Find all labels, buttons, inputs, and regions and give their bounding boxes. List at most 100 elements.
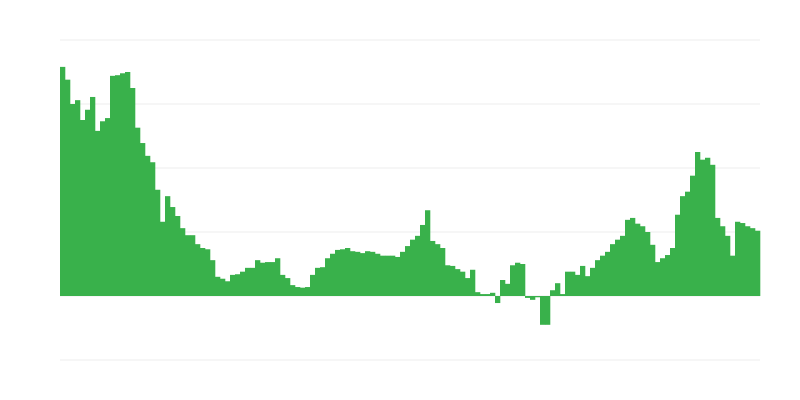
bar: [290, 285, 296, 296]
bar: [405, 246, 411, 296]
bar: [185, 235, 191, 296]
bar: [490, 292, 496, 296]
bar: [215, 276, 221, 296]
bar: [575, 274, 581, 296]
bar: [205, 249, 211, 296]
bar: [735, 221, 741, 296]
bar: [325, 258, 331, 296]
bar: [550, 290, 556, 296]
bar: [610, 244, 616, 296]
bar: [670, 248, 676, 296]
bar: [360, 253, 366, 296]
bar: [295, 287, 301, 296]
bar: [450, 265, 456, 296]
bar: [90, 96, 96, 297]
bar: [580, 265, 586, 296]
bar: [635, 223, 641, 296]
bar: [260, 262, 266, 296]
bar: [330, 253, 336, 296]
bar: [605, 251, 611, 296]
bar: [310, 274, 316, 296]
bar: [300, 287, 306, 296]
bar: [655, 262, 661, 296]
bar: [320, 267, 326, 296]
bar: [230, 274, 236, 296]
bar: [500, 280, 506, 296]
bar: [650, 244, 656, 296]
bar: [570, 271, 576, 296]
bar: [145, 155, 151, 296]
bar: [430, 240, 436, 296]
bar: [515, 262, 521, 296]
bar: [630, 217, 636, 296]
bar: [190, 235, 196, 296]
bar: [480, 294, 486, 296]
bar: [240, 271, 246, 296]
bar: [705, 157, 711, 296]
bar: [270, 262, 276, 296]
bar: [225, 281, 231, 296]
bar: [170, 207, 176, 296]
bar: [600, 255, 606, 296]
bar: [640, 226, 646, 296]
bars: [60, 66, 761, 325]
bar: [365, 251, 371, 296]
bar: [265, 262, 271, 296]
bar: [200, 248, 206, 296]
bar: [175, 216, 181, 296]
bar: [425, 210, 431, 296]
bar: [160, 221, 166, 296]
bar: [695, 152, 701, 296]
bar: [475, 292, 481, 296]
bar: [435, 244, 441, 296]
bar: [335, 249, 341, 296]
bar: [100, 121, 106, 296]
bar: [250, 267, 256, 296]
bar: [675, 214, 681, 296]
bar: [140, 143, 146, 296]
bar: [495, 296, 501, 304]
bar: [110, 75, 116, 296]
bar: [345, 248, 351, 296]
bar: [715, 217, 721, 296]
bar: [60, 66, 66, 296]
bar: [445, 265, 451, 296]
bar: [540, 296, 546, 325]
bar: [220, 278, 226, 296]
bar: [520, 264, 526, 296]
bar: [750, 228, 756, 296]
bar: [745, 226, 751, 296]
bar: [125, 72, 131, 296]
bar: [415, 235, 421, 296]
bar: [285, 278, 291, 296]
bar: [275, 258, 281, 296]
bar: [380, 255, 386, 296]
bar: [155, 189, 161, 296]
bar: [585, 276, 591, 296]
bar: [245, 267, 251, 296]
bar: [440, 248, 446, 296]
bar: [280, 274, 286, 296]
bar: [150, 162, 156, 296]
bar: [525, 296, 531, 298]
bar: [535, 296, 541, 298]
bar: [305, 287, 311, 296]
bar: [395, 256, 401, 296]
bar: [470, 269, 476, 296]
bar: [165, 196, 171, 296]
bar: [120, 73, 126, 296]
bar: [350, 251, 356, 296]
bar: [370, 251, 376, 296]
bar: [70, 104, 76, 296]
bar: [725, 235, 731, 296]
bar: [740, 223, 746, 296]
bar: [400, 251, 406, 296]
bar: [460, 271, 466, 296]
bar: [180, 228, 186, 296]
bar: [560, 294, 566, 296]
bar: [685, 191, 691, 296]
bar: [730, 255, 736, 296]
bar: [420, 224, 426, 296]
bar: [465, 278, 471, 296]
